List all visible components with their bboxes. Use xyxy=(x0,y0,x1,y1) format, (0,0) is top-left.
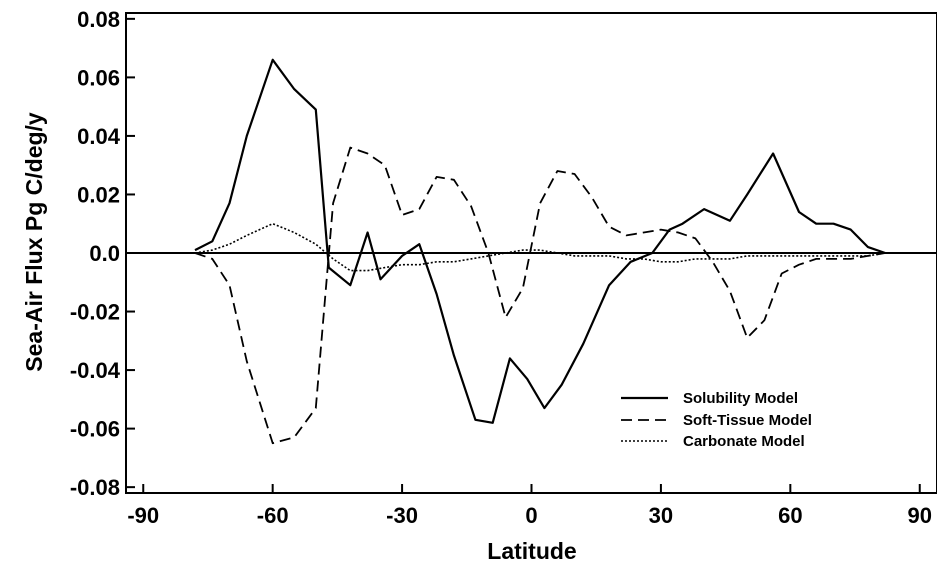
x-tick-label: 30 xyxy=(649,503,673,528)
y-tick-label: -0.08 xyxy=(70,475,120,500)
series-line-carbonate-model xyxy=(194,222,886,272)
tick-labels: 0.080.060.040.020.0-0.02-0.04-0.06-0.08-… xyxy=(70,7,932,528)
x-tick-label: 60 xyxy=(778,503,802,528)
y-tick-label: -0.06 xyxy=(70,417,120,442)
x-tick-label: 0 xyxy=(525,503,537,528)
x-tick-label: -60 xyxy=(257,503,289,528)
y-tick-label: 0.02 xyxy=(77,182,120,207)
x-axis-label: Latitude xyxy=(487,538,576,564)
x-tick-label: 90 xyxy=(908,503,932,528)
series-layer xyxy=(194,58,886,445)
legend: Solubility Model Soft-Tissue Model Carbona… xyxy=(621,390,812,450)
y-tick-label: 0.08 xyxy=(77,7,120,32)
y-tick-label: -0.02 xyxy=(70,300,120,325)
series-line-soft-tissue-model xyxy=(194,146,886,445)
legend-label-carbonate-model: Carbonate Model xyxy=(683,433,805,450)
y-tick-label: 0.0 xyxy=(89,241,120,266)
series-line-solubility-model xyxy=(194,58,886,424)
plot-frame xyxy=(125,12,937,494)
x-tick-label: -30 xyxy=(386,503,418,528)
y-axis-label: Sea-Air Flux Pg C/deg/y xyxy=(21,112,47,372)
y-tick-label: -0.04 xyxy=(70,358,121,383)
legend-label-soft-tissue-model: Soft-Tissue Model xyxy=(683,412,812,429)
y-tick-label: 0.06 xyxy=(77,65,120,90)
y-tick-label: 0.04 xyxy=(77,124,121,149)
x-tick-label: -90 xyxy=(127,503,159,528)
legend-label-solubility-model: Solubility Model xyxy=(683,390,798,407)
axis-ticks xyxy=(126,17,921,493)
